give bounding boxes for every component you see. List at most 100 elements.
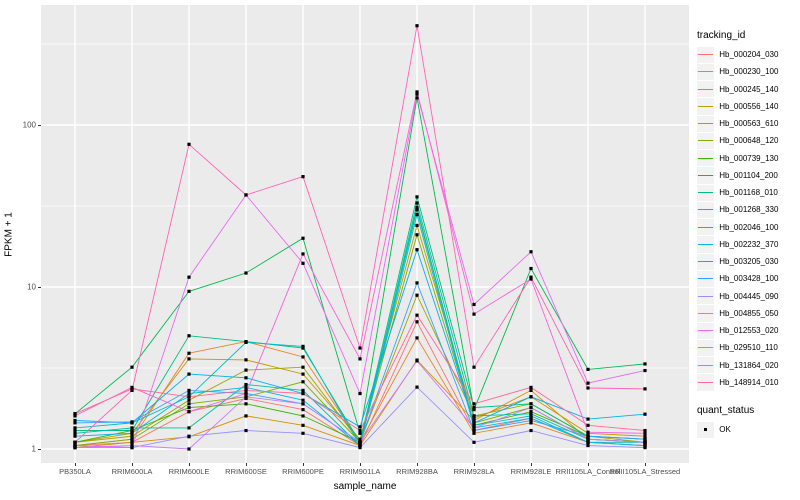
legend-label: Hb_001104_200 bbox=[719, 170, 778, 180]
legend-label: Hb_000230_100 bbox=[719, 67, 779, 77]
data-point bbox=[301, 365, 305, 369]
data-point bbox=[358, 443, 362, 448]
y-axis-title: FPKM + 1 bbox=[3, 212, 15, 257]
data-point bbox=[301, 388, 305, 393]
data-point bbox=[301, 344, 305, 348]
data-point bbox=[415, 293, 419, 297]
data-point bbox=[643, 440, 647, 444]
y-tick-label: 100 bbox=[22, 120, 36, 130]
data-point bbox=[586, 423, 590, 427]
data-point bbox=[529, 416, 533, 420]
x-tick-mark bbox=[531, 463, 532, 466]
data-point bbox=[529, 412, 533, 416]
data-point bbox=[73, 412, 77, 416]
y-tick-mark bbox=[38, 287, 41, 288]
data-point bbox=[529, 385, 533, 390]
data-point bbox=[415, 223, 419, 228]
x-tick-label-RRII105LA_Control: RRII105LA_Control bbox=[555, 467, 621, 476]
x-tick-label-RRIM600PE: RRIM600PE bbox=[282, 467, 324, 476]
legend-item-Hb_131864_020: Hb_131864_020 bbox=[697, 357, 797, 374]
data-point bbox=[529, 277, 533, 281]
data-point bbox=[586, 417, 590, 421]
data-point bbox=[415, 24, 419, 28]
legend-item-Hb_000739_130: Hb_000739_130 bbox=[697, 150, 797, 167]
legend-line-icon bbox=[698, 278, 714, 280]
data-point bbox=[586, 443, 590, 448]
data-point bbox=[187, 410, 191, 414]
data-point bbox=[529, 402, 533, 406]
data-point bbox=[187, 426, 191, 430]
data-point bbox=[187, 406, 191, 410]
legend-key-swatch bbox=[697, 374, 715, 391]
legend-line-icon bbox=[698, 243, 714, 245]
data-point bbox=[73, 428, 77, 433]
legend-label: Hb_002232_370 bbox=[719, 239, 779, 249]
data-point bbox=[187, 447, 191, 451]
data-point bbox=[187, 351, 191, 355]
legend-item-Hb_001168_010: Hb_001168_010 bbox=[697, 184, 797, 201]
legend-key-swatch bbox=[697, 270, 715, 287]
data-point bbox=[529, 275, 533, 279]
data-point bbox=[586, 430, 590, 434]
legend-label: Hb_012553_020 bbox=[719, 326, 779, 336]
legend-title-quant-status: quant_status bbox=[697, 405, 755, 416]
legend-label: Hb_131864_020 bbox=[719, 360, 779, 370]
x-tick-label-RRIM901LA: RRIM901LA bbox=[339, 467, 381, 476]
data-point bbox=[415, 90, 419, 94]
legend-key-swatch bbox=[697, 305, 715, 322]
data-point bbox=[244, 396, 248, 401]
data-point bbox=[358, 446, 362, 450]
data-point bbox=[73, 421, 77, 425]
legend-key-swatch bbox=[697, 219, 715, 236]
data-point bbox=[472, 402, 476, 406]
legend-line-icon bbox=[698, 123, 714, 125]
data-point bbox=[415, 320, 419, 324]
x-tick-mark bbox=[246, 463, 247, 466]
legend-line-icon bbox=[698, 54, 714, 56]
data-point bbox=[586, 440, 590, 444]
data-point bbox=[643, 362, 647, 366]
data-point bbox=[415, 92, 419, 96]
legend-key-swatch bbox=[697, 63, 715, 80]
x-axis-title: sample_name bbox=[333, 481, 397, 492]
data-point bbox=[643, 446, 647, 450]
x-tick-label-PB350LA: PB350LA bbox=[59, 467, 91, 476]
data-point bbox=[415, 336, 419, 340]
data-point bbox=[643, 412, 647, 416]
legend-line-icon bbox=[698, 261, 714, 263]
data-point bbox=[472, 421, 476, 425]
legend-label: Hb_004855_050 bbox=[719, 308, 779, 318]
data-point bbox=[187, 142, 191, 146]
legend-item-Hb_004445_090: Hb_004445_090 bbox=[697, 288, 797, 305]
legend-key-swatch bbox=[697, 46, 715, 63]
data-point bbox=[415, 281, 419, 285]
black-square-point-icon bbox=[703, 427, 708, 432]
x-tick-mark bbox=[75, 463, 76, 466]
data-point bbox=[301, 423, 305, 427]
data-point bbox=[301, 175, 305, 179]
data-point bbox=[472, 312, 476, 316]
data-point bbox=[187, 388, 191, 393]
data-point bbox=[529, 418, 533, 423]
legend-item-Hb_002232_370: Hb_002232_370 bbox=[697, 236, 797, 253]
legend-label: Hb_003205_030 bbox=[719, 257, 779, 267]
data-point bbox=[472, 408, 476, 412]
legend-item-Hb_000556_140: Hb_000556_140 bbox=[697, 98, 797, 115]
data-point bbox=[529, 250, 533, 254]
x-tick-label-RRIM600LE: RRIM600LE bbox=[168, 467, 210, 476]
legend-line-icon bbox=[698, 105, 714, 107]
legend-label: Hb_000739_130 bbox=[719, 153, 779, 163]
data-point bbox=[73, 443, 77, 448]
data-point bbox=[472, 418, 476, 423]
legend-label: Hb_000204_030 bbox=[719, 50, 779, 60]
data-point bbox=[301, 380, 305, 384]
legend-key-swatch bbox=[697, 357, 715, 374]
legend-label: Hb_000245_140 bbox=[719, 84, 779, 94]
data-point bbox=[187, 334, 191, 338]
data-point bbox=[472, 302, 476, 307]
data-point bbox=[244, 428, 248, 433]
data-point bbox=[301, 408, 305, 412]
data-point bbox=[643, 387, 647, 391]
legend-line-icon bbox=[698, 174, 714, 176]
